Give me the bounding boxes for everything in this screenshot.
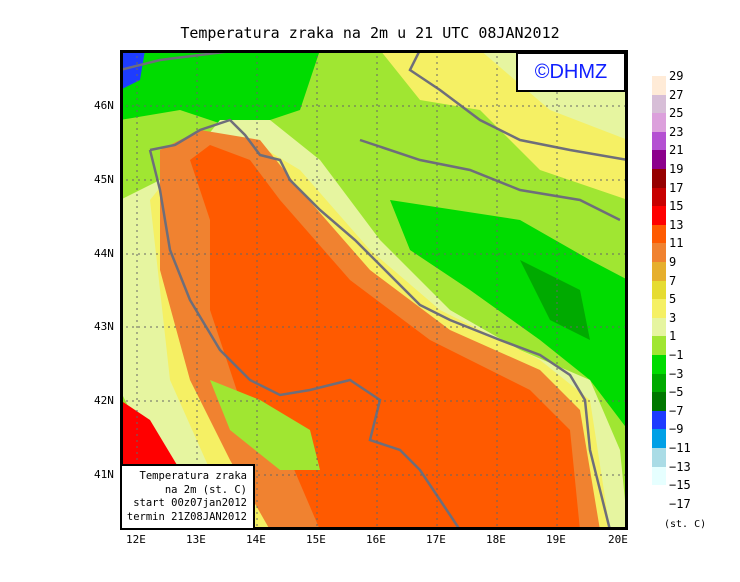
legend-label: −11 xyxy=(669,441,691,455)
legend-label: −15 xyxy=(669,478,691,493)
legend-swatch xyxy=(652,113,666,132)
legend-label: −9 xyxy=(669,422,684,437)
legend-swatch xyxy=(652,262,666,281)
legend-label: 1 xyxy=(669,329,677,344)
zone-green-north xyxy=(120,50,320,130)
legend-swatch xyxy=(652,317,666,337)
dhmz-logo: ©DHMZ xyxy=(516,52,626,92)
zone-gargano-green xyxy=(210,380,320,470)
legend-swatch xyxy=(652,224,666,244)
legend-label: 23 xyxy=(669,124,684,139)
lat-tick: 46N xyxy=(94,99,114,112)
legend-label: 11 xyxy=(669,236,684,251)
legend-label: −5 xyxy=(669,385,684,400)
legend-swatch xyxy=(652,280,666,300)
legend-label: −13 xyxy=(669,459,691,474)
zone-blue-nw xyxy=(120,50,145,90)
info-line: termin 21Z08JAN2012 xyxy=(126,510,247,523)
info-line: Temperatura zraka xyxy=(139,470,247,482)
zone-darkgreen-bosnia xyxy=(520,260,590,340)
legend-swatch xyxy=(652,243,666,262)
legend-label: 25 xyxy=(669,106,684,121)
lat-tick: 45N xyxy=(94,173,114,186)
lat-tick: 42N xyxy=(94,394,114,407)
legend-label: −1 xyxy=(669,348,684,362)
legend-swatch xyxy=(652,94,666,114)
lon-tick: 19E xyxy=(546,533,566,546)
legend-swatch xyxy=(652,466,666,486)
info-line: start 00z07jan2012 xyxy=(133,497,247,509)
legend-label: −17 xyxy=(669,496,691,511)
legend-swatch xyxy=(652,299,666,318)
legend-swatch xyxy=(652,373,666,393)
legend-label: 15 xyxy=(669,199,684,214)
legend-swatch xyxy=(652,206,666,225)
map-frame xyxy=(120,50,628,530)
legend-swatch xyxy=(652,355,666,374)
zone-green-bosnia xyxy=(390,200,628,430)
legend-swatch xyxy=(652,392,666,411)
legend-label: 13 xyxy=(669,217,684,232)
lon-tick: 18E xyxy=(486,533,506,546)
legend-swatch xyxy=(652,76,666,95)
lon-tick: 13E xyxy=(186,533,206,546)
lon-tick: 12E xyxy=(126,533,146,546)
legend-swatch xyxy=(652,410,666,430)
info-box: Temperatura zraka na 2m (st. C) start 00… xyxy=(120,464,255,530)
legend-label: −3 xyxy=(669,366,684,381)
border-north xyxy=(408,50,628,162)
lat-tick: 44N xyxy=(94,247,114,260)
border-croatia-bosnia xyxy=(359,138,621,222)
coastline-east xyxy=(149,118,612,530)
legend-unit: (st. C) xyxy=(664,519,707,530)
coastline-west xyxy=(148,149,462,530)
legend-label: 17 xyxy=(669,180,684,195)
lon-tick: 16E xyxy=(366,533,386,546)
coastlines xyxy=(120,50,628,530)
legend-swatch xyxy=(652,169,666,188)
map-title: Temperatura zraka na 2m u 21 UTC 08JAN20… xyxy=(180,24,560,42)
temperature-map xyxy=(120,50,628,530)
lon-tick: 17E xyxy=(426,533,446,546)
legend-swatch xyxy=(652,448,666,467)
lon-tick: 15E xyxy=(306,533,326,546)
legend-label: 9 xyxy=(669,255,677,269)
legend-label: 29 xyxy=(669,69,684,83)
legend-label: −7 xyxy=(669,403,684,418)
legend-label: 19 xyxy=(669,162,684,176)
lat-tick: 43N xyxy=(94,320,114,333)
info-line: na 2m (st. C) xyxy=(164,483,247,496)
legend-swatch xyxy=(652,336,666,355)
legend-label: 5 xyxy=(669,292,677,307)
legend-label: 7 xyxy=(669,273,677,288)
legend-swatch xyxy=(652,429,666,448)
legend-swatch xyxy=(652,150,666,169)
legend-label: 3 xyxy=(669,310,677,325)
legend-label: 21 xyxy=(669,143,684,158)
legend-swatch xyxy=(652,131,666,151)
lon-tick: 20E xyxy=(608,533,628,546)
lat-tick: 41N xyxy=(94,468,114,481)
legend-label: 27 xyxy=(669,87,684,102)
lon-tick: 14E xyxy=(246,533,266,546)
legend-swatch xyxy=(652,187,666,207)
